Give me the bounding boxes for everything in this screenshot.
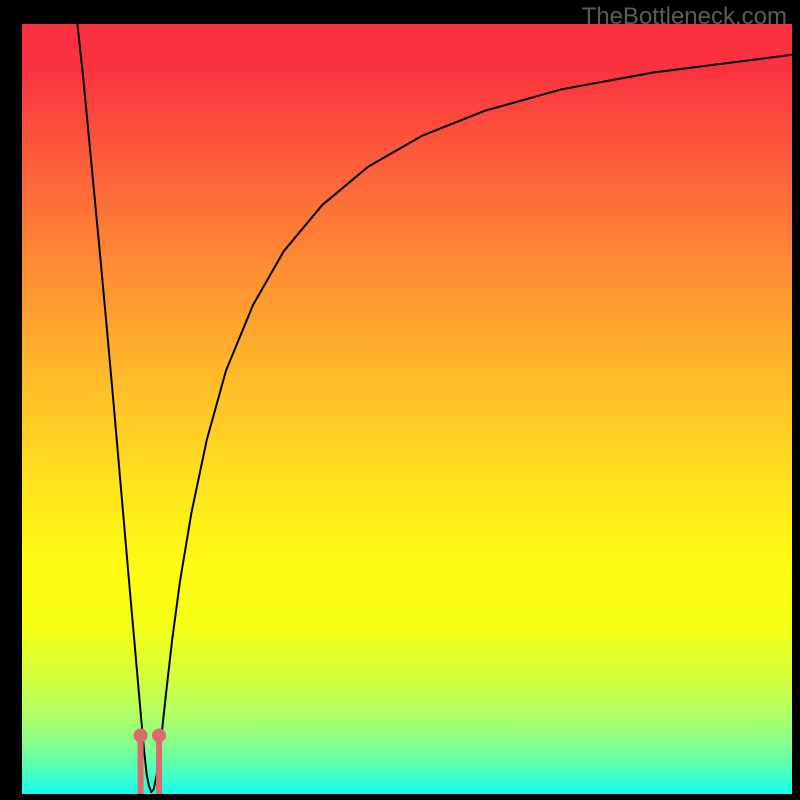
curve-layer — [22, 24, 792, 794]
plot-area — [22, 24, 792, 794]
watermark-text: TheBottleneck.com — [582, 3, 787, 31]
min-marker-dot-0 — [134, 729, 147, 742]
min-marker-dot-1 — [153, 729, 166, 742]
bottleneck-curve — [77, 24, 792, 792]
chart-canvas: TheBottleneck.com — [0, 0, 800, 800]
